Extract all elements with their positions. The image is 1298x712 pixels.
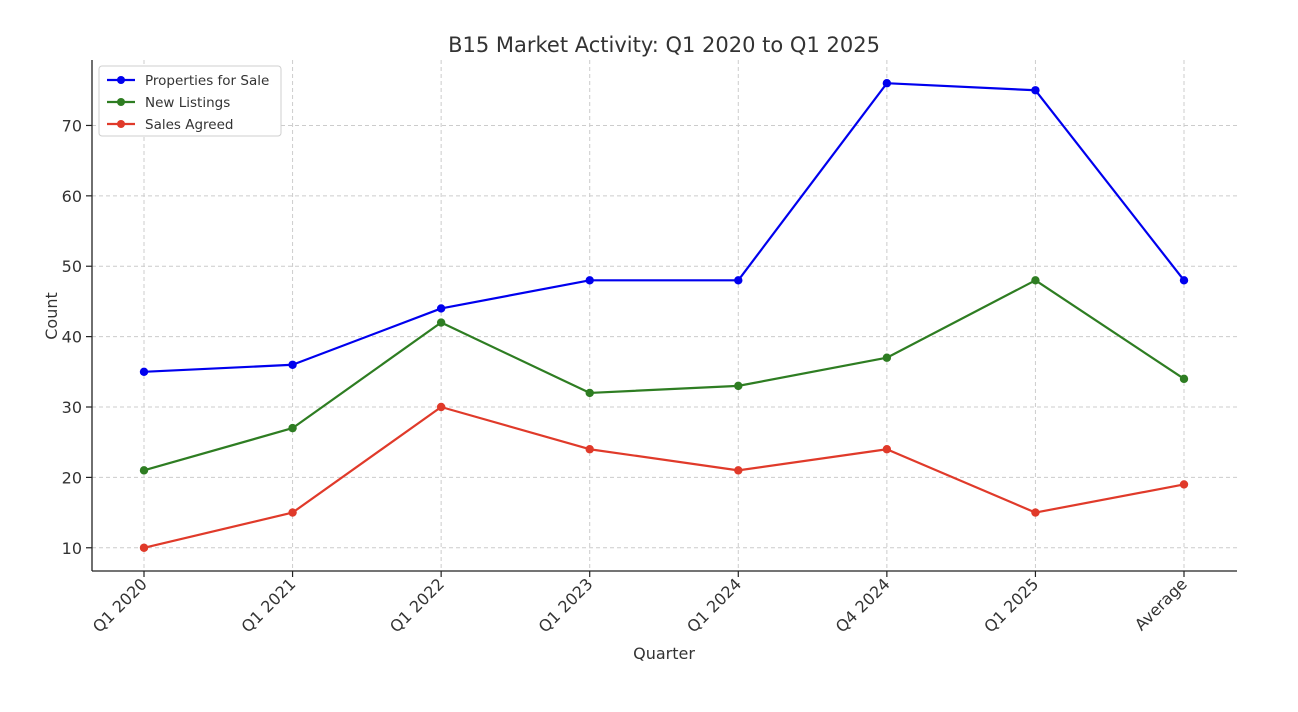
data-point <box>139 543 149 552</box>
data-point <box>139 466 149 475</box>
data-point <box>1031 508 1040 517</box>
legend-marker <box>117 98 125 106</box>
y-tick-label: 50 <box>62 257 82 276</box>
data-point <box>436 402 446 412</box>
x-tick-label: Q1 2024 <box>683 574 745 636</box>
legend-label: New Listings <box>145 95 230 111</box>
data-point <box>882 353 892 362</box>
data-point <box>288 360 297 369</box>
series-lines <box>143 82 1185 549</box>
data-point <box>882 79 892 88</box>
data-point <box>436 318 446 327</box>
data-point <box>734 466 743 475</box>
data-point <box>734 276 743 285</box>
data-point <box>1179 480 1189 489</box>
legend-marker <box>117 76 125 84</box>
y-tick-label: 30 <box>62 398 82 417</box>
grid <box>92 60 1237 571</box>
chart-title: B15 Market Activity: Q1 2020 to Q1 2025 <box>448 33 880 57</box>
data-point <box>882 445 892 454</box>
x-tick-label: Q1 2021 <box>237 574 299 636</box>
y-axis-label: Count <box>42 292 61 340</box>
y-tick-label: 20 <box>62 468 82 487</box>
series-line <box>143 405 1185 549</box>
series-line <box>143 279 1185 472</box>
x-tick-label: Q1 2022 <box>386 574 448 636</box>
x-tick-label: Q4 2024 <box>832 574 894 636</box>
data-point <box>585 276 594 285</box>
data-point <box>436 304 446 313</box>
data-point <box>1031 86 1040 95</box>
x-axis-ticks: Q1 2020 Q1 2021 Q1 2022 Q1 2023 Q1 2024 Q4 20… <box>89 571 1191 636</box>
data-point <box>585 445 594 454</box>
data-point <box>1179 276 1189 285</box>
y-axis-ticks: 10 20 30 40 50 60 70 <box>62 116 92 558</box>
data-point <box>585 388 594 398</box>
y-tick-label: 60 <box>62 187 82 206</box>
legend-box <box>98 65 282 137</box>
data-point <box>1031 276 1040 285</box>
data-point <box>288 508 297 517</box>
legend: Properties for Sale New Listings Sales Agr… <box>98 65 282 137</box>
series-line <box>143 82 1185 373</box>
x-axis-label: Quarter <box>633 644 695 663</box>
series-points <box>139 79 1189 552</box>
legend-marker <box>117 120 125 128</box>
y-tick-label: 10 <box>62 539 82 558</box>
data-point <box>139 367 149 377</box>
x-tick-label: Q1 2023 <box>535 574 597 636</box>
x-tick-label: Q1 2020 <box>89 574 151 636</box>
y-tick-label: 70 <box>62 116 82 135</box>
legend-label: Sales Agreed <box>145 117 233 133</box>
data-point <box>288 423 297 433</box>
y-tick-label: 40 <box>62 328 82 347</box>
data-point <box>1179 374 1189 384</box>
x-tick-label: Average <box>1131 574 1191 634</box>
data-point <box>734 381 743 391</box>
legend-label: Properties for Sale <box>145 73 269 89</box>
x-tick-label: Q1 2025 <box>980 574 1042 636</box>
